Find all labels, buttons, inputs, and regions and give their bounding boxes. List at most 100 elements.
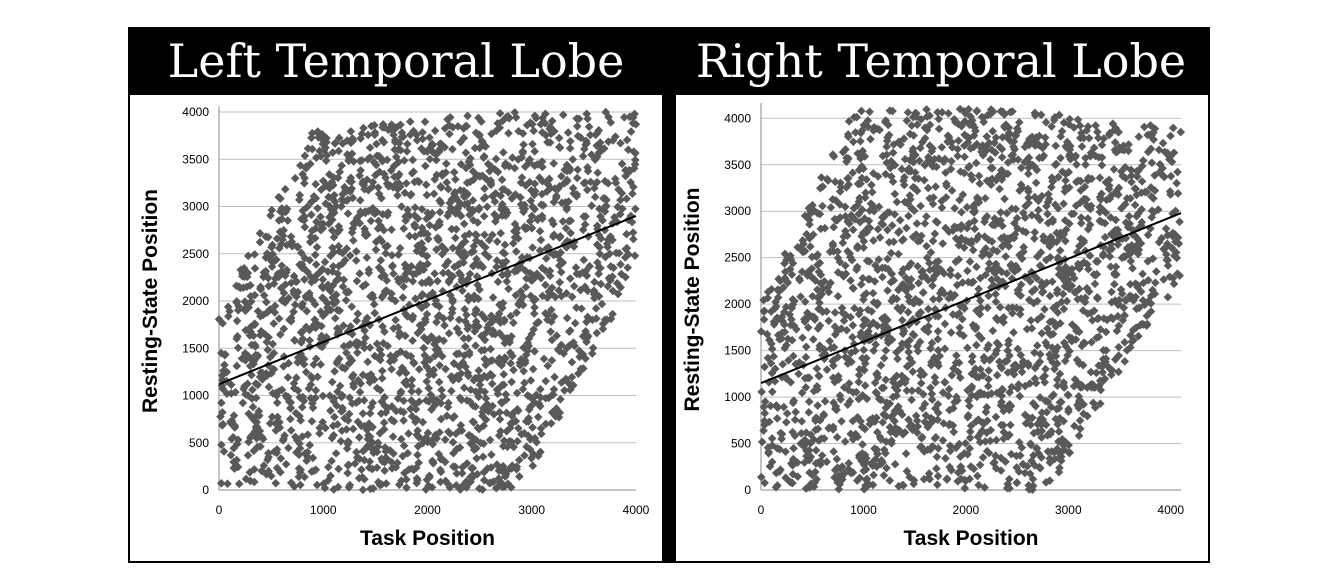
left-chart-point — [303, 267, 312, 277]
right-chart-point — [1000, 110, 1009, 119]
left-chart-point — [573, 131, 583, 141]
left-chart-point — [330, 412, 339, 422]
right-chart-point — [965, 474, 974, 484]
left-chart-point — [343, 209, 353, 218]
left-chart-point — [493, 277, 503, 287]
left-chart-point — [307, 226, 317, 236]
left-chart-point — [340, 413, 349, 423]
right-chart-point — [1083, 309, 1093, 318]
right-chart-point — [933, 107, 942, 117]
left-chart-point — [623, 145, 633, 154]
right-chart-point — [859, 484, 869, 494]
right-chart-point — [780, 327, 790, 337]
left-chart-point — [359, 339, 368, 348]
right-chart-point — [1013, 344, 1023, 354]
left-chart-point — [451, 175, 460, 184]
left-chart-point — [338, 391, 347, 400]
left-chart-point — [422, 300, 431, 309]
left-chart-point — [312, 153, 321, 163]
right-chart-point — [1127, 177, 1136, 187]
left-chart-point — [393, 191, 402, 200]
right-chart-point — [972, 392, 982, 402]
left-chart-point — [504, 128, 513, 138]
right-chart-point — [1040, 305, 1049, 314]
left-chart-point — [276, 240, 286, 249]
left-chart-point — [282, 265, 291, 275]
right-chart-xtick-label: 4000 — [1157, 503, 1184, 517]
right-chart-point — [939, 419, 948, 428]
right-chart-point — [986, 425, 996, 435]
right-chart-point — [915, 337, 925, 347]
left-chart-point — [546, 419, 556, 428]
right-chart-point — [974, 284, 983, 294]
right-chart-point — [992, 435, 1001, 445]
right-chart-point — [955, 195, 964, 205]
figure-panel: Left Temporal Lobe Right Temporal Lobe 0… — [128, 27, 1210, 563]
left-chart-point — [583, 185, 592, 195]
right-chart-point — [846, 252, 855, 262]
left-chart-point — [374, 189, 384, 199]
right-chart-point — [1035, 215, 1045, 225]
left-chart-point — [417, 303, 427, 313]
left-chart-point — [600, 315, 610, 325]
left-chart-point — [544, 393, 553, 403]
left-chart-point — [478, 262, 488, 272]
left-chart-point — [330, 367, 339, 376]
left-chart-point — [480, 335, 490, 345]
left-chart-point — [396, 387, 406, 396]
left-chart-point — [327, 377, 337, 387]
right-chart-point — [787, 270, 797, 279]
right-chart-point — [1047, 182, 1056, 192]
left-chart-point — [458, 239, 467, 249]
right-chart-point — [1061, 342, 1071, 351]
left-chart-point — [414, 433, 424, 442]
left-chart-point — [291, 277, 301, 286]
left-chart-point — [601, 201, 611, 211]
left-chart-point — [286, 313, 296, 323]
right-chart-point — [759, 402, 769, 412]
left-chart-point — [377, 237, 387, 246]
right-chart-point — [1074, 327, 1084, 337]
right-chart-point — [962, 202, 972, 212]
left-chart-point — [495, 414, 505, 424]
left-chart-point — [465, 210, 474, 220]
right-chart-point — [1020, 381, 1030, 391]
left-chart-point — [560, 386, 569, 395]
right-chart-point — [1140, 300, 1150, 310]
left-chart-point — [568, 183, 578, 193]
right-chart-point — [841, 145, 850, 154]
left-chart-point — [480, 249, 490, 258]
left-chart-point — [386, 294, 396, 303]
right-chart-point — [1081, 153, 1090, 163]
left-chart-point — [464, 431, 474, 440]
left-chart-point — [411, 400, 420, 409]
right-chart-point — [982, 446, 992, 456]
left-chart-point — [409, 357, 418, 367]
left-chart-point — [421, 180, 431, 189]
left-chart-point — [248, 402, 258, 412]
right-chart-point — [858, 146, 867, 156]
left-chart-point — [498, 298, 508, 308]
right-chart-point — [953, 144, 962, 154]
left-chart-point — [322, 137, 331, 147]
left-chart-point — [430, 351, 440, 361]
left-chart-point — [413, 450, 422, 460]
right-chart-point — [1073, 400, 1082, 410]
right-chart-point — [1026, 439, 1035, 448]
left-chart-point — [498, 461, 508, 471]
left-chart-point — [376, 409, 386, 418]
left-chart-point — [436, 183, 446, 192]
left-chart-point — [486, 369, 495, 379]
right-chart-point — [953, 396, 962, 405]
right-chart-point — [1094, 133, 1103, 143]
left-chart-point — [372, 207, 382, 217]
left-chart-point — [246, 327, 255, 336]
right-chart-point — [931, 182, 940, 191]
left-chart-point — [358, 409, 368, 418]
right-chart-point — [1134, 132, 1144, 142]
left-chart-point — [391, 152, 401, 162]
right-chart-point — [1032, 360, 1042, 370]
left-chart-point — [344, 288, 353, 297]
right-chart-point — [900, 154, 910, 164]
left-chart-point — [509, 442, 518, 452]
